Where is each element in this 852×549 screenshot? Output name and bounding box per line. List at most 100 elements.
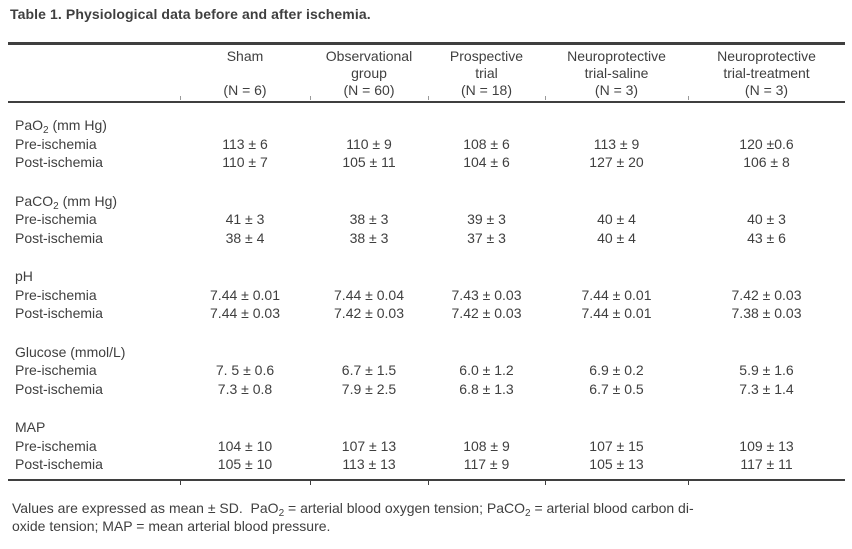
value-cell: 40 ± 3 <box>747 211 786 227</box>
value-cell: 117 ± 11 <box>740 456 793 472</box>
row-label: Pre-ischemia <box>15 362 97 378</box>
group-label-row: PaO2 (mm Hg) <box>8 116 845 136</box>
value-cell: 40 ± 4 <box>597 229 636 246</box>
value-cell: 7.38 ± 0.03 <box>731 305 802 321</box>
value-cell: 6.7 ± 1.5 <box>341 362 397 378</box>
value-cell: 41 ± 3 <box>225 211 265 227</box>
value-cell: 7.44 ± 0.04 <box>334 286 404 303</box>
value-cell: 39 ± 3 <box>467 211 506 227</box>
table-body: PaO2 (mm Hg) Pre-ischemia 113 ± 6 110 ± 9 10… <box>8 103 845 479</box>
value-cell: 105 ± 13 <box>589 456 644 472</box>
row-label: Post-ischemia <box>15 305 103 321</box>
value-cell: 7.3 ± 1.4 <box>739 380 794 397</box>
value-cell: 127 ± 20 <box>589 154 644 170</box>
parameter-group: pH Pre-ischemia 7.44 ± 0.01 7.44 ± 0.04 7.43… <box>8 267 845 323</box>
column-divider-tick <box>180 96 181 100</box>
group-label: pH <box>8 267 180 286</box>
column-header-neuroprotective-saline: Neuroprotective trial-saline (N = 3) <box>545 48 688 99</box>
value-cell: 110 ± 7 <box>222 154 268 170</box>
column-divider-tick <box>180 480 181 485</box>
column-header-name: Neuroprotective trial-saline <box>545 48 688 82</box>
row-label: Pre-ischemia <box>15 211 97 227</box>
column-header-sham: Sham (N = 6) <box>180 48 310 99</box>
table-row: Post-ischemia 7.44 ± 0.03 7.42 ± 0.03 7.42 … <box>8 304 845 323</box>
value-cell: 7.44 ± 0.01 <box>581 286 652 303</box>
column-header-name: Observational group <box>310 48 428 82</box>
column-divider-tick <box>545 96 546 100</box>
value-cell: 108 ± 6 <box>463 135 510 152</box>
footnote-subscript: 2 <box>525 507 531 519</box>
value-cell: 104 ± 10 <box>217 437 273 454</box>
value-cell: 107 ± 15 <box>589 437 644 454</box>
column-header-n: (N = 3) <box>594 82 639 98</box>
value-cell: 113 ± 6 <box>222 135 268 152</box>
column-header-line: Neuroprotective <box>717 48 816 64</box>
footnote-text: oxide tension; MAP = mean arterial blood… <box>12 517 331 534</box>
column-header-name: Prospective trial <box>428 48 545 82</box>
group-label-subscript: 2 <box>43 125 49 136</box>
footnote-text: = arterial blood carbon di- <box>530 499 694 516</box>
group-label-subscript: 2 <box>53 200 59 212</box>
group-label-base: MAP <box>15 419 46 435</box>
parameter-group: MAP Pre-ischemia 104 ± 10 107 ± 13 108 ± 9 10… <box>8 418 845 474</box>
table-row: Post-ischemia 7.3 ± 0.8 7.9 ± 2.5 6.8 ± 1.3… <box>8 380 845 399</box>
footnote-text: Values are expressed as mean ± SD. PaO <box>12 499 279 516</box>
group-label-base: PaCO <box>15 192 54 209</box>
value-cell: 7.43 ± 0.03 <box>451 286 522 303</box>
column-divider-tick <box>688 480 689 485</box>
value-cell: 6.8 ± 1.3 <box>459 380 514 397</box>
value-cell: 117 ± 9 <box>463 456 510 472</box>
value-cell: 7. 5 ± 0.6 <box>215 362 275 378</box>
row-label: Pre-ischemia <box>15 437 97 454</box>
value-cell: 107 ± 13 <box>341 437 397 454</box>
footnote-subscript: 2 <box>278 507 285 519</box>
column-header-line <box>180 65 310 82</box>
group-label: PaO2 (mm Hg) <box>8 116 180 136</box>
value-cell: 104 ± 6 <box>463 154 510 170</box>
value-cell: 38 ± 3 <box>349 211 389 227</box>
group-label-unit: (mm Hg) <box>58 192 118 209</box>
column-header-line: Prospective <box>449 48 524 64</box>
column-divider-tick <box>428 480 429 485</box>
value-cell: 105 ± 10 <box>217 456 273 472</box>
value-cell: 6.0 ± 1.2 <box>459 362 514 378</box>
value-cell: 7.44 ± 0.01 <box>210 286 280 303</box>
value-cell: 113 ± 13 <box>342 456 396 472</box>
table-row: Post-ischemia 38 ± 4 38 ± 3 37 ± 3 40 ± 4 43 … <box>8 229 845 248</box>
group-label-row: Glucose (mmol/L) <box>8 343 845 362</box>
column-divider-tick <box>545 480 546 485</box>
parameter-group: Glucose (mmol/L) Pre-ischemia 7. 5 ± 0.6 6.… <box>8 343 845 399</box>
value-cell: 7.44 ± 0.03 <box>210 305 280 321</box>
physiological-data-table: Sham (N = 6) Observational group (N = 60… <box>8 42 845 485</box>
value-cell: 106 ± 8 <box>743 154 790 170</box>
table-row: Pre-ischemia 7. 5 ± 0.6 6.7 ± 1.5 6.0 ± 1.2… <box>8 361 845 380</box>
table-row: Pre-ischemia 7.44 ± 0.01 7.44 ± 0.04 7.43 ±… <box>8 286 845 305</box>
table-row: Pre-ischemia 113 ± 6 110 ± 9 108 ± 6 113 ± 9… <box>8 135 845 154</box>
group-label-base: Glucose (mmol/L) <box>15 343 126 360</box>
group-label: Glucose (mmol/L) <box>8 343 180 362</box>
column-header-n: (N = 6) <box>223 82 267 98</box>
value-cell: 37 ± 3 <box>467 229 506 246</box>
value-cell: 109 ± 13 <box>739 437 794 454</box>
value-cell: 6.7 ± 0.5 <box>589 380 644 397</box>
column-header-line: trial <box>475 65 498 81</box>
table-row: Post-ischemia 105 ± 10 113 ± 13 117 ± 9 105 … <box>8 455 845 474</box>
table-header-row: Sham (N = 6) Observational group (N = 60… <box>8 45 845 103</box>
table-footnote: Values are expressed as mean ± SD. PaO2 … <box>12 499 844 535</box>
value-cell: 110 ± 9 <box>346 135 392 152</box>
group-label-unit: (mm Hg) <box>48 117 107 133</box>
value-cell: 7.42 ± 0.03 <box>451 305 522 321</box>
column-header-name: Neuroprotective trial-treatment <box>688 48 845 82</box>
parameter-group: PaO2 (mm Hg) Pre-ischemia 113 ± 6 110 ± 9 10… <box>8 116 845 172</box>
group-label-base: pH <box>15 268 33 284</box>
row-label: Post-ischemia <box>15 154 103 170</box>
column-divider-tick <box>310 480 311 485</box>
row-label: Post-ischemia <box>15 380 103 397</box>
column-header-line: group <box>351 65 387 81</box>
value-cell: 7.3 ± 0.8 <box>217 380 273 397</box>
value-cell: 43 ± 6 <box>747 229 786 246</box>
column-header-n: (N = 60) <box>343 82 395 98</box>
column-header-n: (N = 18) <box>461 82 512 98</box>
column-header-line: Sham <box>226 48 264 64</box>
value-cell: 7.42 ± 0.03 <box>334 305 404 321</box>
